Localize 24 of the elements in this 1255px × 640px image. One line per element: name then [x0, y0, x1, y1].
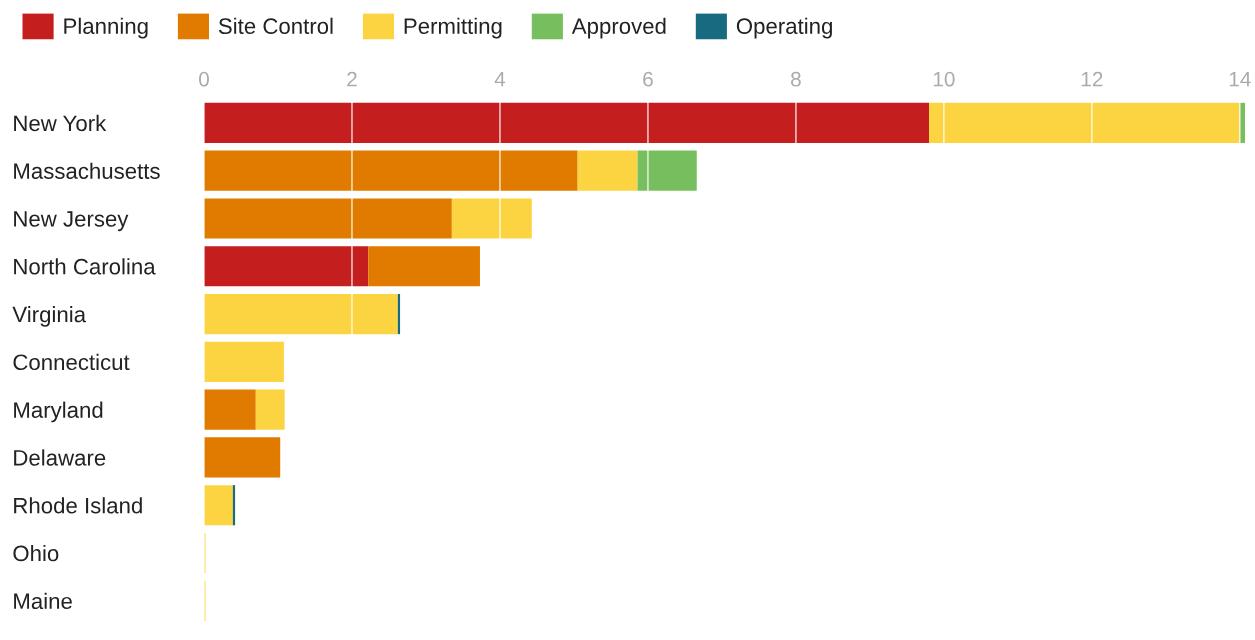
y-tick-label: Rhode Island	[14, 497, 142, 514]
x-tick-label: 8	[791, 71, 801, 87]
y-tick-label: Virginia	[12, 306, 87, 327]
x-tick-label: 2	[347, 71, 357, 87]
y-tick-label: Massachusetts	[14, 162, 160, 179]
x-tick-label: 6	[643, 71, 653, 87]
x-tick-label: 4	[494, 72, 506, 87]
y-tick-label: Delaware	[14, 449, 106, 466]
legend-label: Planning	[64, 17, 148, 39]
legend-label: Approved	[571, 17, 666, 39]
y-tick-label: New Jersey	[14, 211, 129, 232]
x-tick-label: 10	[933, 71, 955, 87]
y-tick-label: North Carolina	[14, 258, 156, 275]
legend-label: Site Control	[218, 17, 333, 35]
legend-label: Operating	[736, 17, 832, 39]
y-tick-label: Maryland	[14, 401, 103, 423]
y-tick-label: Maine	[14, 592, 72, 610]
y-tick-label: Connecticut	[13, 353, 130, 371]
y-tick-label: Ohio	[13, 544, 59, 562]
y-tick-label: New York	[14, 114, 107, 132]
x-tick-label: 12	[1081, 71, 1103, 87]
legend-label: Permitting	[404, 17, 502, 39]
x-tick-label: 0	[199, 71, 209, 87]
x-tick-label: 14	[1229, 72, 1251, 87]
